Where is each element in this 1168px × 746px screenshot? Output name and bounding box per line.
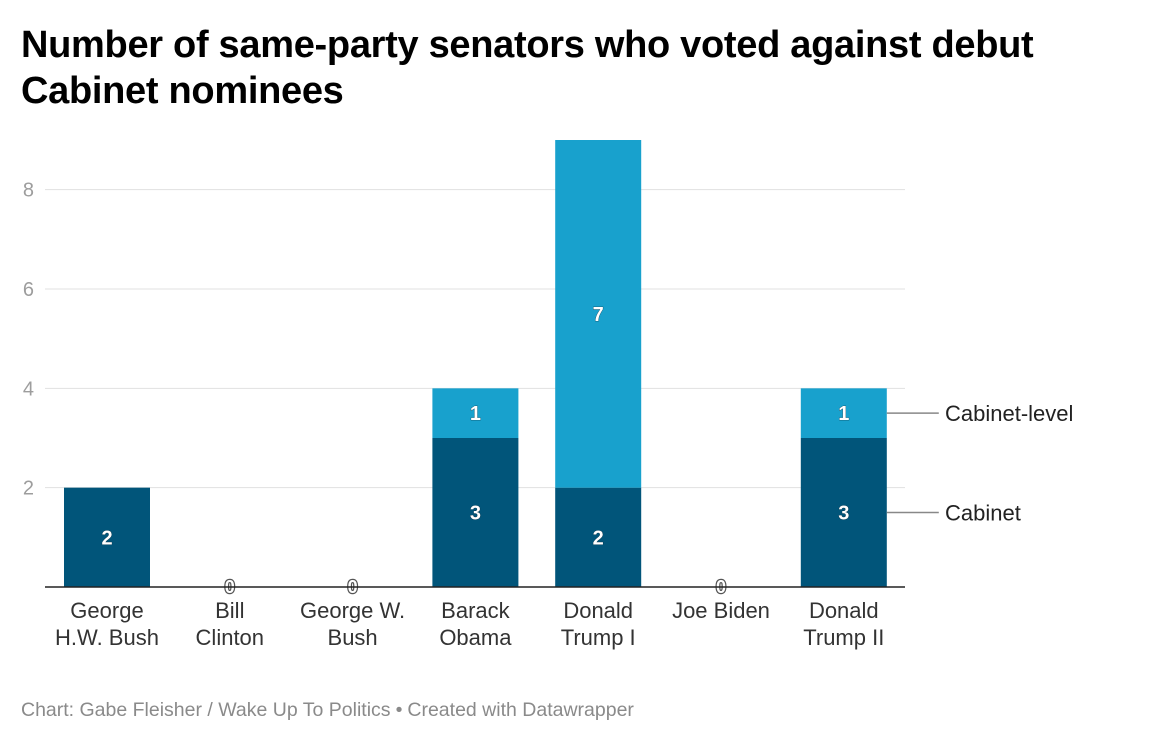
x-tick-label: Obama <box>439 625 512 650</box>
footer-tool: Created with Datawrapper <box>407 699 634 721</box>
data-label: 2 <box>101 527 112 549</box>
x-tick-label: Donald <box>563 598 633 623</box>
data-label: 1 <box>838 403 849 425</box>
data-label: 3 <box>470 503 481 525</box>
footer-separator: • <box>395 699 403 721</box>
x-tick-label: Trump I <box>561 625 636 650</box>
footer-credit: Chart: Gabe Fleisher / Wake Up To Politi… <box>21 699 391 721</box>
legend-label: Cabinet <box>945 501 1021 526</box>
bar-segment <box>800 438 887 587</box>
bar-segment <box>432 388 519 438</box>
x-tick-label: Joe Biden <box>672 598 770 623</box>
bar-segment <box>432 438 519 587</box>
x-tick-label: Bill <box>215 598 244 623</box>
x-tick-label: Donald <box>809 598 879 623</box>
bar-segment <box>555 487 642 587</box>
bar-segment <box>64 487 150 587</box>
y-tick-label: 2 <box>23 478 34 500</box>
x-tick-label: George <box>70 598 143 623</box>
x-tick-label: Trump II <box>803 625 884 650</box>
y-tick-label: 8 <box>23 180 34 202</box>
x-tick-label: Clinton <box>196 625 264 650</box>
chart-footer: Chart: Gabe Fleisher / Wake Up To Politi… <box>21 699 634 722</box>
chart-title: Number of same-party senators who voted … <box>21 24 1034 112</box>
bar-segment <box>555 140 642 488</box>
x-tick-label: Barack <box>441 598 510 623</box>
data-label: 2 <box>593 527 604 549</box>
y-tick-label: 4 <box>23 378 34 400</box>
x-tick-label: George W. <box>300 598 405 623</box>
data-label: 7 <box>593 304 604 326</box>
data-label: 1 <box>470 403 481 425</box>
data-label: 3 <box>838 503 849 525</box>
x-tick-label: H.W. Bush <box>55 625 159 650</box>
y-tick-label: 6 <box>23 279 34 301</box>
bar-segment <box>800 388 887 438</box>
legend-label: Cabinet-level <box>945 401 1073 426</box>
x-tick-label: Bush <box>328 625 378 650</box>
